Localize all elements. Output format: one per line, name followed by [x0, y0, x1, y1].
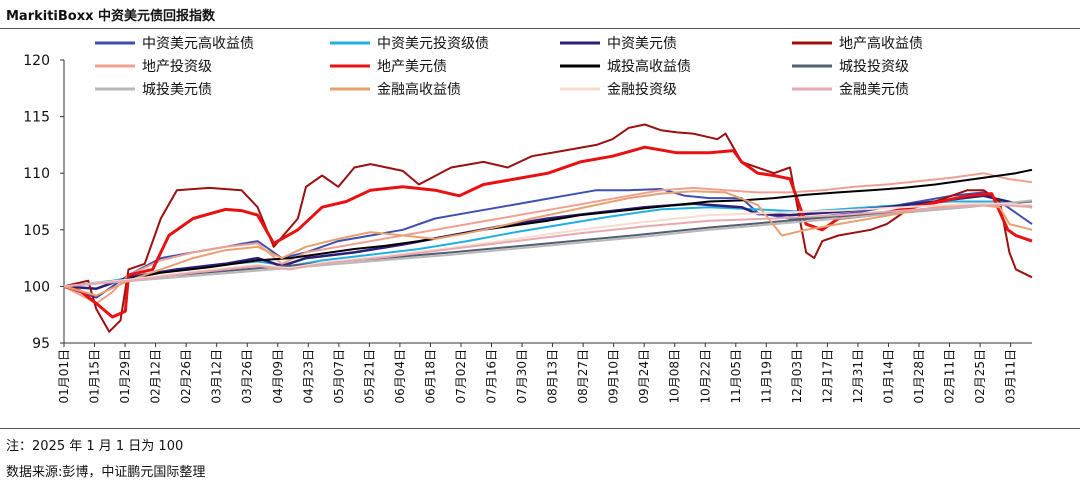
y-tick-label: 110: [23, 166, 50, 182]
x-tick-label: 03月11日: [1004, 349, 1018, 404]
x-tick-label: 02月11日: [943, 349, 957, 404]
x-tick-label: 12月17日: [820, 349, 834, 404]
x-tick-label: 06月18日: [423, 349, 437, 404]
series-line: [63, 172, 1033, 305]
y-tick-label: 120: [23, 53, 50, 69]
x-tick-label: 12月31日: [851, 349, 865, 404]
x-tick-label: 07月02日: [454, 349, 468, 404]
legend-label: 地产高收益债: [839, 35, 923, 52]
series-line: [63, 145, 1033, 319]
x-tick-label: 05月21日: [362, 349, 376, 404]
x-tick-label: 11月05日: [729, 349, 743, 404]
legend-label: 地产美元债: [377, 59, 447, 75]
y-tick-label: 115: [23, 110, 50, 126]
legend-label: 地产投资级: [142, 59, 212, 75]
x-tick-label: 12月03日: [790, 349, 804, 404]
legend-label: 中资美元高收益债: [142, 35, 254, 52]
x-tick-label: 01月29日: [118, 349, 132, 404]
series-line: [63, 168, 1033, 288]
x-tick-label: 05月07日: [332, 349, 346, 404]
line-chart: 95 100 105 110 115 120 01月01日 01月15日 01月29日 02月12…: [23, 35, 1033, 404]
x-tick-label: 01月15日: [88, 349, 102, 404]
x-tick-label: 08月27日: [576, 349, 590, 404]
legend-label: 城投高收益债: [607, 58, 691, 75]
top-rule: [0, 28, 1080, 29]
legend-label: 金融高收益债: [377, 81, 461, 98]
y-tick-label: 95: [32, 336, 50, 352]
series-line: [63, 123, 1033, 333]
x-tick-label: 02月25日: [973, 349, 987, 404]
x-tick-label: 01月28日: [912, 349, 926, 404]
x-tick-label: 11月19日: [759, 349, 773, 404]
legend-label: 中资美元投资级债: [377, 36, 489, 52]
legend-label: 金融投资级: [607, 82, 677, 98]
legend-label: 中资美元债: [607, 36, 677, 52]
x-tick-label: 09月24日: [637, 349, 651, 404]
series-line: [63, 202, 1033, 288]
x-tick-label: 07月30日: [515, 349, 529, 404]
y-tick-label: 100: [23, 279, 50, 295]
bottom-rule: [0, 428, 1080, 429]
series-line: [63, 203, 1033, 288]
y-tick-label: 105: [23, 223, 50, 239]
chart-title: MarkitiBoxx 中资美元债回报指数: [6, 9, 216, 24]
x-tick-label: 02月26日: [179, 349, 193, 404]
series-line: [63, 199, 1033, 288]
x-tick-label: 01月14日: [881, 349, 895, 404]
x-tick-label: 10月22日: [698, 349, 712, 404]
x-tick-label: 07月16日: [485, 349, 499, 404]
x-tick-label: 01月01日: [57, 349, 71, 404]
x-tick-label: 03月12日: [210, 349, 224, 404]
chart-note: 注：2025 年 1 月 1 日为 100: [6, 439, 184, 454]
series-line: [63, 190, 1033, 297]
x-tick-label: 03月26日: [240, 349, 254, 404]
x-tick-label: 09月10日: [607, 349, 621, 404]
x-tick-label: 02月12日: [149, 349, 163, 404]
legend-label: 城投美元债: [142, 82, 212, 98]
chart-source: 数据来源:彭博，中证鹏元国际整理: [6, 465, 206, 480]
legend-label: 城投投资级: [839, 59, 909, 75]
x-tick-label: 04月23日: [301, 349, 315, 404]
legend-label: 金融美元债: [839, 82, 909, 98]
x-tick-label: 04月09日: [271, 349, 285, 404]
x-tick-label: 06月04日: [393, 349, 407, 404]
x-tick-label: 10月08日: [668, 349, 682, 404]
x-tick-label: 08月13日: [546, 349, 560, 404]
